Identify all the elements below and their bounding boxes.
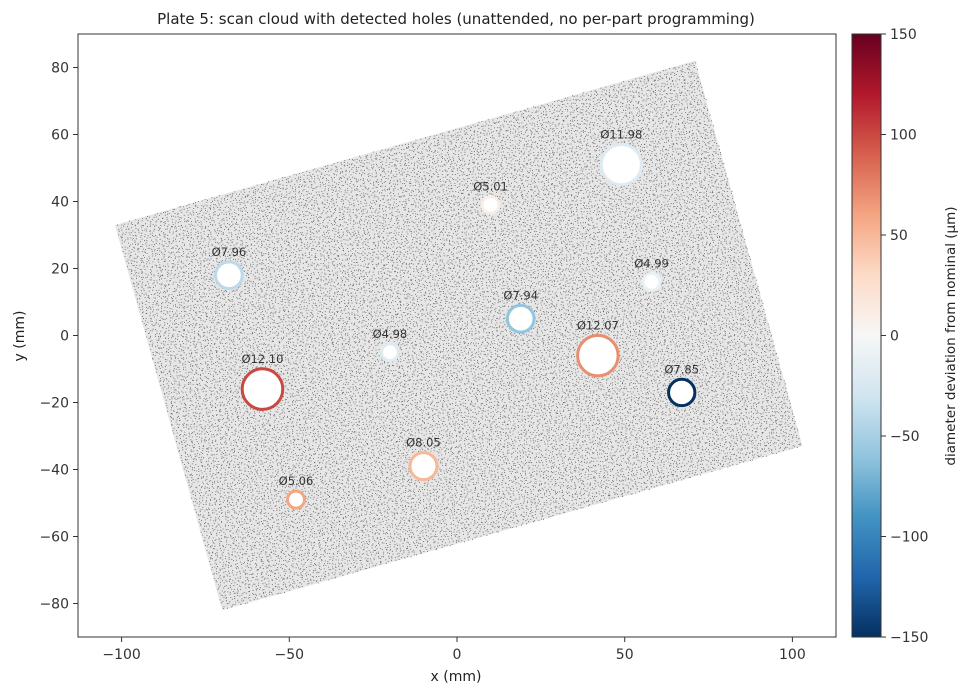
hole-label: Ø8.05 bbox=[406, 436, 441, 450]
colorbar-tick-label: 100 bbox=[890, 128, 917, 144]
colorbar-tick-label: −100 bbox=[890, 530, 928, 546]
colorbar-tick-label: 50 bbox=[890, 228, 908, 244]
hole-10: Ø5.06 bbox=[279, 474, 314, 510]
colorbar-label: diameter deviation from nominal (µm) bbox=[943, 206, 959, 465]
hole-label: Ø7.85 bbox=[664, 362, 699, 376]
holes: Ø11.98 Ø5.01 Ø7.96 Ø4.99 Ø7.94 Ø4.98 Ø12.07 Ø12… bbox=[212, 128, 699, 510]
hole-2: Ø7.96 bbox=[212, 245, 247, 291]
colorbar-tick-label: −150 bbox=[890, 630, 928, 646]
y-axis-label: y (mm) bbox=[12, 311, 28, 362]
hole-label: Ø11.98 bbox=[600, 128, 642, 142]
hole-marker bbox=[667, 377, 697, 408]
hole-9: Ø8.05 bbox=[406, 436, 441, 482]
hole-marker bbox=[240, 367, 285, 411]
x-ticks: −100 −50 0 50 100 bbox=[102, 637, 806, 663]
y-tick-label: −40 bbox=[39, 463, 69, 479]
hole-label: Ø12.07 bbox=[577, 318, 619, 332]
hole-label: Ø4.99 bbox=[634, 257, 669, 271]
colorbar-tick-label: 0 bbox=[890, 329, 899, 345]
hole-marker bbox=[480, 194, 501, 215]
y-tick-label: 40 bbox=[51, 195, 69, 211]
colorbar-gradient bbox=[851, 33, 882, 638]
hole-marker bbox=[599, 143, 643, 187]
hole-label: Ø7.94 bbox=[503, 288, 538, 302]
hole-0: Ø11.98 bbox=[599, 128, 643, 187]
colorbar-ticks: −150 −100 −50 0 50 100 150 bbox=[881, 27, 928, 646]
colorbar-tick-label: 150 bbox=[890, 27, 917, 43]
hole-6: Ø12.07 bbox=[576, 318, 620, 378]
hole-label: Ø7.96 bbox=[212, 245, 247, 259]
hole-marker bbox=[380, 342, 400, 363]
x-tick-label: 100 bbox=[779, 647, 806, 663]
x-tick-label: 0 bbox=[453, 647, 462, 663]
hole-marker bbox=[408, 451, 439, 482]
hole-label: Ø5.06 bbox=[279, 474, 314, 488]
y-ticks: −80 −60 −40 −20 0 20 40 60 80 bbox=[39, 61, 78, 613]
hole-label: Ø4.98 bbox=[373, 327, 408, 341]
hole-marker bbox=[505, 303, 536, 334]
scan-cloud-points bbox=[117, 62, 801, 609]
hole-7: Ø12.10 bbox=[240, 352, 285, 411]
hole-marker bbox=[214, 260, 244, 291]
x-tick-label: −50 bbox=[275, 647, 305, 663]
hole-marker bbox=[641, 272, 662, 292]
y-tick-label: −20 bbox=[39, 396, 69, 412]
hole-3: Ø4.99 bbox=[634, 257, 669, 292]
hole-label: Ø5.01 bbox=[473, 179, 508, 193]
colorbar: −150 −100 −50 0 50 100 150 diameter deviation … bbox=[851, 27, 959, 646]
x-axis-label: x (mm) bbox=[431, 669, 482, 685]
y-tick-label: 80 bbox=[51, 61, 69, 77]
chart-title: Plate 5: scan cloud with detected holes … bbox=[157, 10, 755, 28]
hole-8: Ø7.85 bbox=[664, 362, 699, 408]
y-tick-label: 60 bbox=[51, 128, 69, 144]
hole-1: Ø5.01 bbox=[473, 179, 508, 215]
colorbar-tick-label: −50 bbox=[890, 429, 920, 445]
scan-cloud-area bbox=[114, 60, 803, 611]
x-tick-label: 50 bbox=[616, 647, 634, 663]
x-tick-label: −100 bbox=[102, 647, 140, 663]
scan-cloud bbox=[114, 60, 803, 611]
hole-marker bbox=[576, 333, 620, 378]
y-tick-label: −60 bbox=[39, 530, 69, 546]
hole-4: Ø7.94 bbox=[503, 288, 538, 334]
hole-label: Ø12.10 bbox=[241, 352, 283, 366]
y-tick-label: 0 bbox=[60, 329, 69, 345]
plot-area: Ø11.98 Ø5.01 Ø7.96 Ø4.99 Ø7.94 Ø4.98 Ø12.07 Ø12… bbox=[39, 33, 837, 663]
hole-5: Ø4.98 bbox=[373, 327, 408, 363]
y-tick-label: 20 bbox=[51, 262, 69, 278]
hole-marker bbox=[286, 489, 306, 510]
y-tick-label: −80 bbox=[39, 597, 69, 613]
